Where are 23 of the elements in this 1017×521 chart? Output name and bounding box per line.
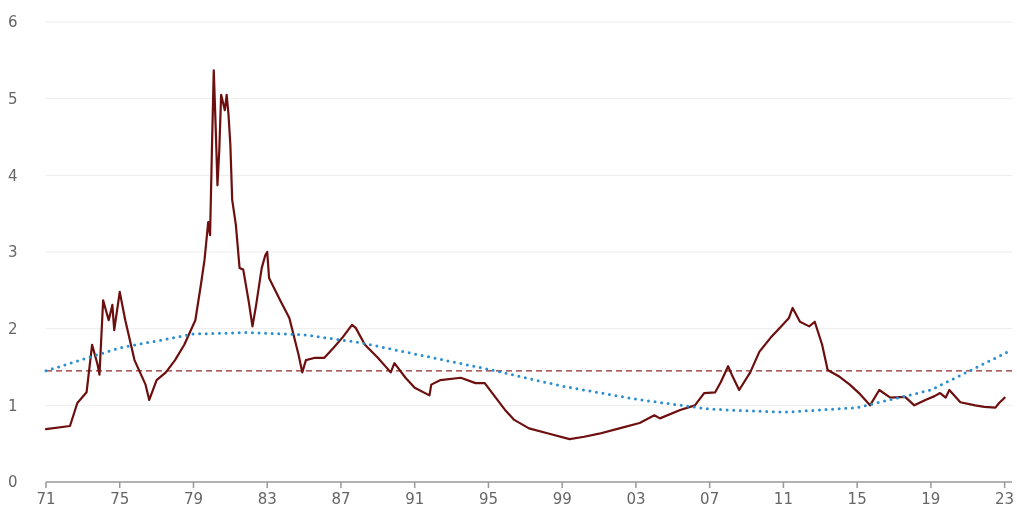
x-tick-label: 23 — [995, 490, 1015, 508]
y-tick-label: 0 — [8, 473, 18, 492]
x-tick-label: 91 — [405, 490, 425, 508]
y-tick-label: 4 — [8, 166, 18, 185]
y-tick-label: 6 — [8, 13, 18, 32]
x-tick-label: 95 — [478, 490, 498, 508]
y-tick-label: 3 — [8, 243, 18, 262]
x-tick-label: 83 — [257, 490, 277, 508]
x-tick-label: 03 — [626, 490, 646, 508]
x-tick-label: 79 — [183, 490, 204, 508]
x-tick-label: 87 — [331, 490, 351, 508]
x-tick-label: 11 — [773, 490, 793, 508]
y-tick-label: 1 — [8, 396, 18, 415]
x-tick-label: 15 — [847, 490, 867, 508]
line-series — [44, 331, 1010, 414]
x-tick-label: 19 — [921, 490, 941, 508]
y-tick-label: 5 — [8, 89, 18, 108]
x-tick-label: 75 — [110, 490, 130, 508]
x-tick-label: 07 — [700, 490, 720, 508]
y-tick-label: 2 — [8, 319, 18, 338]
x-tick-label: 71 — [36, 490, 56, 508]
x-tick-label: 99 — [552, 490, 572, 508]
line-series — [44, 69, 1006, 441]
